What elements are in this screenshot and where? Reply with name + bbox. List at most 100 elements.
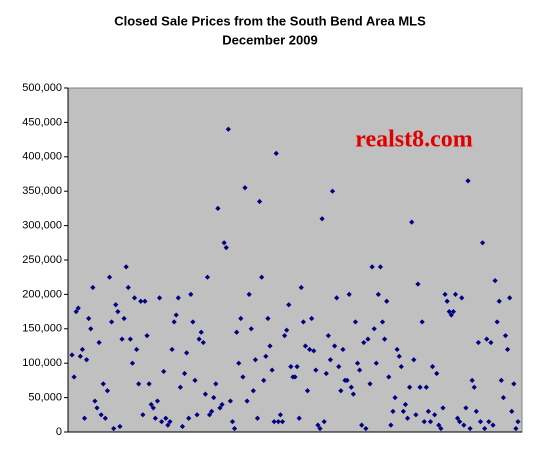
data-point	[404, 415, 411, 421]
data-point	[275, 419, 281, 425]
data-point	[436, 422, 442, 428]
data-point	[148, 401, 154, 408]
data-point	[469, 377, 475, 383]
y-tick-label: 250,000	[22, 254, 62, 266]
data-point	[336, 364, 342, 370]
data-point	[484, 336, 490, 342]
data-point	[88, 326, 94, 332]
data-point	[388, 422, 394, 428]
data-point	[169, 346, 175, 353]
data-point	[413, 412, 419, 418]
y-tick-label: 0	[56, 426, 62, 438]
data-point	[104, 388, 111, 394]
data-point	[227, 398, 233, 404]
data-point	[367, 381, 373, 387]
data-point	[154, 398, 161, 404]
data-point	[442, 291, 448, 297]
data-point	[286, 302, 292, 308]
data-point	[361, 339, 367, 346]
data-point	[261, 377, 267, 383]
data-point	[454, 415, 461, 421]
data-point	[461, 422, 467, 428]
data-point	[357, 367, 363, 373]
data-point	[209, 408, 215, 414]
data-point	[127, 336, 133, 342]
data-point	[263, 353, 269, 359]
y-tick-label: 450,000	[22, 116, 62, 128]
data-point	[215, 205, 221, 211]
data-point	[425, 408, 431, 414]
data-point	[315, 422, 321, 428]
data-point	[417, 384, 423, 390]
data-point	[188, 291, 194, 297]
data-point	[365, 336, 371, 342]
data-point	[81, 415, 88, 421]
data-point	[223, 245, 229, 251]
data-point	[327, 357, 334, 363]
data-point	[302, 343, 309, 349]
data-point	[102, 415, 108, 421]
data-point	[115, 309, 121, 315]
data-point	[138, 298, 144, 304]
y-tick-label: 400,000	[22, 151, 62, 163]
data-point	[292, 374, 298, 380]
data-point	[359, 422, 365, 428]
data-point	[494, 319, 500, 325]
data-point	[167, 419, 173, 425]
y-tick-label: 150,000	[22, 323, 62, 335]
data-point	[281, 333, 288, 339]
data-point	[211, 395, 217, 401]
data-point	[136, 381, 142, 387]
data-point	[98, 412, 104, 418]
data-point	[217, 405, 223, 411]
data-point	[79, 346, 86, 353]
data-point	[71, 374, 77, 380]
data-point	[415, 281, 421, 287]
data-point	[252, 357, 259, 363]
data-point	[204, 274, 211, 280]
data-point	[196, 336, 202, 342]
data-point	[171, 319, 177, 325]
data-point	[77, 353, 83, 359]
data-point	[304, 388, 311, 394]
data-point	[129, 360, 136, 366]
data-point	[369, 264, 375, 270]
data-point	[194, 412, 200, 418]
data-point	[108, 319, 115, 325]
data-point	[348, 384, 354, 390]
data-point	[379, 319, 386, 325]
data-point	[382, 336, 388, 342]
data-point	[92, 398, 98, 404]
y-tick-label: 500,000	[22, 82, 62, 94]
data-point	[363, 425, 369, 432]
data-point	[459, 295, 465, 301]
data-point	[467, 425, 473, 432]
data-point	[121, 315, 127, 322]
data-point	[100, 381, 106, 387]
data-point	[256, 198, 263, 205]
data-point	[231, 425, 238, 432]
watermark: realst8.com	[355, 127, 473, 153]
data-point	[219, 401, 225, 408]
data-point	[329, 188, 336, 194]
data-point	[140, 412, 146, 418]
data-point	[163, 415, 169, 421]
data-point	[419, 319, 425, 325]
data-point	[177, 384, 183, 390]
data-point	[402, 401, 409, 408]
data-point	[432, 412, 438, 418]
data-point	[242, 185, 248, 191]
data-point	[448, 312, 454, 318]
data-point	[407, 384, 413, 390]
data-point	[198, 329, 204, 335]
chart-title: Closed Sale Prices from the South Bend A…	[114, 13, 426, 28]
data-point	[488, 339, 494, 346]
data-point	[450, 309, 456, 315]
data-point	[125, 284, 131, 291]
data-point	[463, 405, 469, 411]
data-point	[334, 295, 340, 301]
data-point	[144, 333, 150, 339]
data-point	[325, 333, 331, 339]
data-point	[111, 425, 117, 432]
data-point	[515, 419, 521, 425]
